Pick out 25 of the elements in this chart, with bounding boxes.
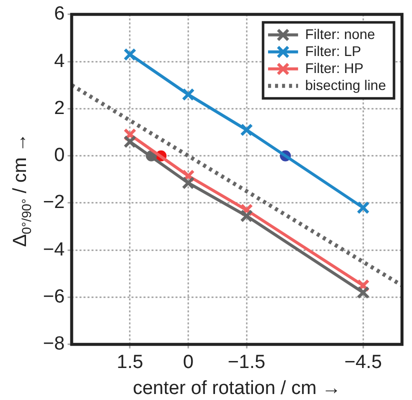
y-tick-label: 2 (54, 98, 65, 119)
y-tick-label: −6 (42, 286, 65, 308)
point (240, 123, 253, 136)
point (356, 286, 370, 299)
legend-label: bisecting line (305, 76, 386, 93)
legend-label: Filter: LP (305, 42, 362, 59)
x-axis-title: center of rotation / cm → (132, 378, 341, 399)
y-tick-label: 0 (54, 145, 65, 166)
y-tick-label: 4 (54, 50, 66, 72)
y-tick-label: −2 (42, 192, 65, 214)
legend-label: Filter: none (305, 26, 376, 42)
x-tick-label: −1.5 (228, 352, 266, 374)
point (240, 209, 253, 222)
point (182, 88, 195, 101)
point (124, 135, 136, 148)
point (124, 48, 136, 61)
y-tick-label: −8 (42, 334, 65, 355)
y-tick-label: −4 (42, 239, 66, 260)
x-tick-label: 1.5 (116, 352, 144, 374)
legend-label: Filter: HP (305, 60, 364, 76)
x-tick-label: 0 (182, 352, 194, 374)
point (182, 176, 195, 190)
point (356, 201, 370, 214)
x-tick-label: −4.5 (344, 352, 382, 374)
y-tick-label: 6 (54, 4, 65, 25)
